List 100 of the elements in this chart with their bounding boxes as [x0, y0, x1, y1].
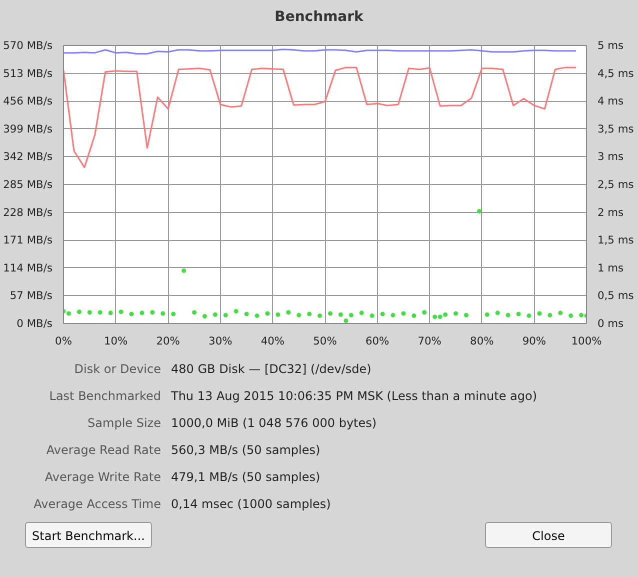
text: 1000,0 MiB (1 048 576 000 bytes)	[171, 415, 377, 432]
point	[390, 312, 396, 318]
text: Close	[485, 522, 612, 548]
y-tick-label: 285 MB/s	[3, 178, 53, 191]
text: Thu 13 Aug 2015 10:06:35 PM MSK (Less than a minute ago)	[171, 388, 538, 405]
point	[477, 208, 482, 214]
x-tick-label: 40%	[260, 334, 285, 348]
point	[506, 312, 510, 318]
x-tick-label: 50%	[313, 334, 337, 348]
point	[307, 312, 312, 316]
x-tick-label: 10%	[104, 334, 128, 348]
point	[87, 310, 92, 315]
point	[318, 313, 322, 318]
point	[464, 312, 468, 318]
y2-tick-label: 0,5 ms	[598, 289, 634, 302]
point	[296, 312, 302, 318]
point	[484, 312, 490, 317]
point	[276, 312, 280, 317]
x-tick-label: 30%	[208, 334, 232, 348]
point	[171, 312, 176, 316]
point	[150, 310, 155, 315]
point	[98, 310, 102, 315]
text: 0,14 msec (1000 samples)	[171, 496, 331, 513]
text: Sample Size	[86, 415, 162, 432]
point	[568, 313, 574, 318]
x-tick-label: 0%	[55, 334, 72, 348]
point	[160, 311, 166, 316]
x-tick-label: 20%	[156, 334, 180, 348]
y2-tick-label: 2,5 ms	[598, 178, 634, 191]
y-tick-label: 513 MB/s	[3, 66, 53, 80]
point	[359, 310, 364, 316]
point	[140, 310, 144, 316]
point	[579, 312, 584, 318]
line-series	[64, 66, 577, 168]
chart-title: Benchmark	[0, 0, 638, 35]
point	[338, 312, 343, 317]
point	[537, 311, 542, 316]
point	[422, 310, 427, 315]
point	[286, 310, 291, 315]
x-tick-label: 60%	[365, 334, 390, 348]
y2-tick-label: 1 ms	[598, 261, 624, 274]
y-tick-label: 342 MB/s	[3, 150, 53, 164]
point	[202, 314, 207, 319]
text: Average Write Rate	[44, 469, 162, 486]
point	[108, 310, 113, 316]
text: 480 GB Disk — [DC32] (/dev/sde)	[171, 361, 372, 378]
point	[380, 312, 385, 316]
y2-tick-label: 5 ms	[598, 39, 624, 52]
point	[432, 314, 438, 320]
y-tick-label: 0 MB/s	[16, 317, 53, 330]
y2-tick-label: 4 ms	[598, 94, 624, 108]
point	[118, 310, 124, 314]
point	[66, 311, 71, 316]
y-tick-label: 570 MB/s	[3, 39, 53, 52]
text: Average Access Time	[32, 496, 162, 513]
point	[370, 313, 374, 318]
text: 560,3 MB/s (50 samples)	[171, 442, 320, 459]
point	[234, 309, 238, 314]
y-tick-label: 171 MB/s	[3, 234, 53, 247]
y2-tick-label: 1,5 ms	[598, 234, 634, 247]
point	[495, 310, 500, 316]
point	[182, 268, 186, 273]
point	[254, 313, 260, 318]
y2-tick-label: 0 ms	[598, 317, 624, 330]
point	[344, 318, 348, 323]
y2-tick-label: 3 ms	[598, 150, 624, 164]
point	[558, 310, 563, 316]
y-tick-label: 114 MB/s	[3, 261, 53, 274]
text: Last Benchmarked	[48, 388, 162, 405]
text: Average Read Rate	[45, 442, 162, 459]
x-tick-label: 90%	[522, 334, 546, 348]
text: Disk or Device	[73, 361, 162, 378]
point	[438, 314, 442, 320]
point	[328, 311, 332, 316]
y2-tick-label: 2 ms	[598, 206, 624, 219]
point	[212, 312, 218, 317]
point	[548, 312, 552, 318]
x-tick-label: 100%	[571, 334, 602, 348]
point	[348, 312, 354, 318]
text: 479,1 MB/s (50 samples)	[171, 469, 320, 486]
point	[412, 313, 416, 318]
x-tick-label: 80%	[470, 334, 494, 348]
y2-tick-label: 4,5 ms	[598, 66, 634, 80]
text: Start Benchmark...	[25, 522, 152, 548]
point	[443, 312, 448, 317]
x-tick-label: 70%	[418, 334, 442, 348]
point	[516, 312, 521, 316]
point	[265, 311, 270, 316]
y-tick-label: 57 MB/s	[10, 289, 53, 302]
point	[244, 312, 249, 316]
point	[192, 310, 196, 315]
point	[223, 312, 228, 318]
y2-tick-label: 3,5 ms	[598, 122, 634, 136]
point	[129, 312, 134, 316]
point	[76, 310, 82, 314]
point	[526, 313, 532, 318]
point	[454, 311, 458, 316]
point	[401, 311, 406, 316]
y-tick-label: 228 MB/s	[3, 206, 53, 219]
y-tick-label: 456 MB/s	[3, 94, 53, 108]
